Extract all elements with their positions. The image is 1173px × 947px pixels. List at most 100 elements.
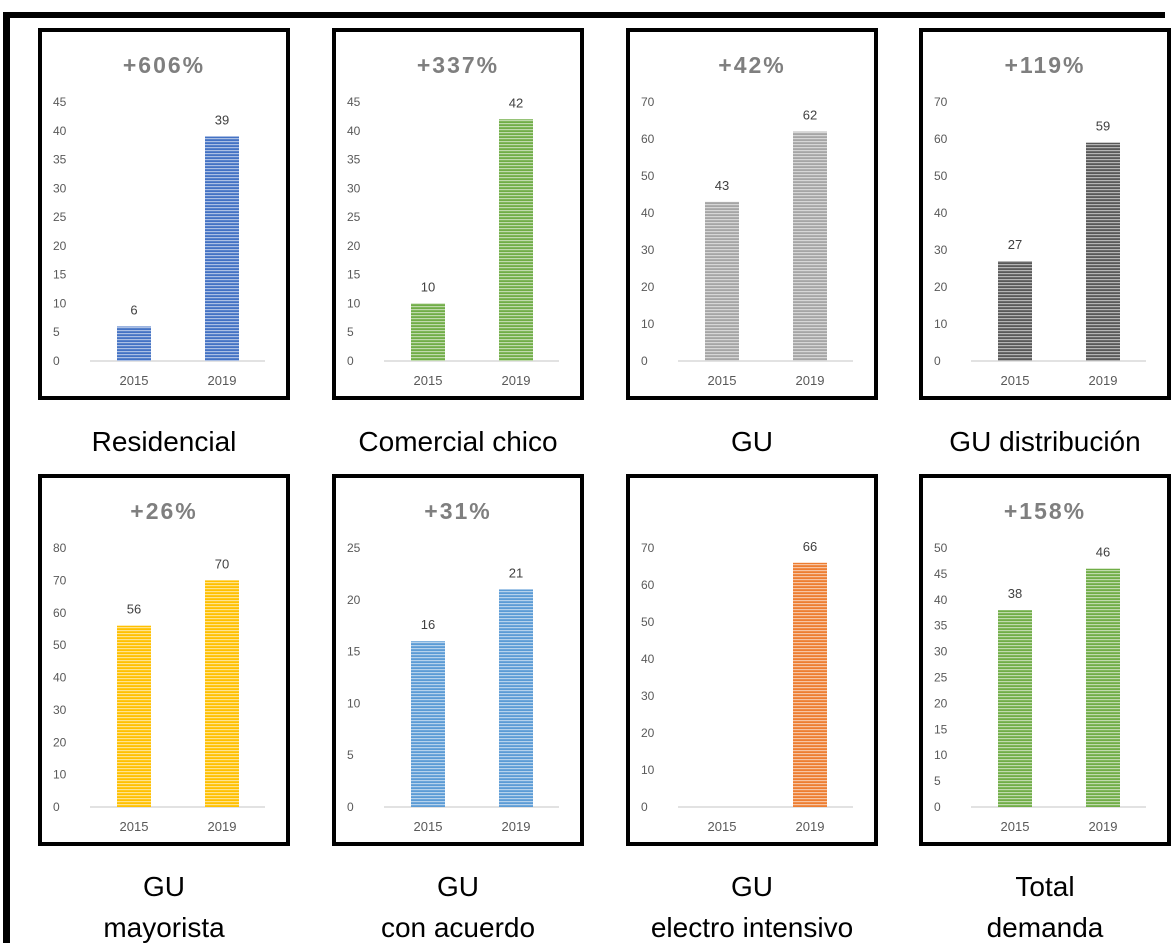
y-tick-label: 10 xyxy=(934,748,948,762)
y-tick-label: 15 xyxy=(347,268,361,282)
y-tick-label: 0 xyxy=(53,354,60,368)
data-label: 21 xyxy=(509,565,523,580)
chart-title: +42% xyxy=(718,52,785,78)
y-tick-label: 40 xyxy=(53,671,67,685)
y-tick-label: 60 xyxy=(53,606,67,620)
y-tick-label: 20 xyxy=(53,239,67,253)
chart-panel-5: +26% 0 10 20 30 40 50 60 70 80 2015 56 2019 70 GU mayor… xyxy=(38,474,290,943)
y-tick-label: 20 xyxy=(641,726,655,740)
y-tick-label: 45 xyxy=(934,567,948,581)
chart-panel-7: 0 10 20 30 40 50 60 70 2015 2019 66 GU electro inten… xyxy=(626,474,878,943)
panel-caption: electro intensivo xyxy=(651,912,853,943)
x-tick-label: 2015 xyxy=(414,373,443,388)
y-tick-label: 0 xyxy=(934,800,941,814)
y-tick-label: 35 xyxy=(347,153,361,167)
bar-texture xyxy=(793,131,827,361)
x-tick-label: 2015 xyxy=(708,819,737,834)
data-label: 6 xyxy=(130,302,137,317)
x-tick-label: 2015 xyxy=(120,373,149,388)
y-tick-label: 50 xyxy=(641,615,655,629)
y-tick-label: 15 xyxy=(53,268,67,282)
bar-texture xyxy=(998,610,1032,807)
y-tick-label: 45 xyxy=(347,95,361,109)
data-label: 62 xyxy=(803,108,817,123)
y-tick-label: 25 xyxy=(53,210,67,224)
data-label: 42 xyxy=(509,95,523,110)
x-tick-label: 2019 xyxy=(796,819,825,834)
y-tick-label: 70 xyxy=(53,573,67,587)
y-tick-label: 80 xyxy=(53,541,67,555)
y-tick-label: 30 xyxy=(934,645,948,659)
y-tick-label: 35 xyxy=(53,153,67,167)
chart-panel-2: +337% 0 5 10 15 20 25 30 35 40 45 2015 10 2019 42 Comer… xyxy=(332,28,584,457)
chart-panel-6: +31% 0 5 10 15 20 25 2015 16 2019 21 GU con acuerdo xyxy=(332,474,584,943)
data-label: 10 xyxy=(421,279,435,294)
y-tick-label: 25 xyxy=(347,541,361,555)
chart-panel-8: +158% 0 5 10 15 20 25 30 35 40 45 50 2015 38 2019 46 Tot… xyxy=(919,474,1171,943)
x-tick-label: 2019 xyxy=(1089,373,1118,388)
data-label: 66 xyxy=(803,539,817,554)
y-tick-label: 10 xyxy=(934,317,948,331)
data-label: 56 xyxy=(127,602,141,617)
data-label: 38 xyxy=(1008,586,1022,601)
y-tick-label: 20 xyxy=(641,280,655,294)
panel-caption: Total xyxy=(1015,871,1074,902)
x-tick-label: 2019 xyxy=(502,373,531,388)
panel-caption: GU xyxy=(731,426,773,457)
chart-border xyxy=(332,28,584,400)
data-label: 39 xyxy=(215,113,229,128)
bar-texture xyxy=(1086,568,1120,807)
panel-caption: Comercial chico xyxy=(358,426,557,457)
x-tick-label: 2019 xyxy=(796,373,825,388)
y-tick-label: 40 xyxy=(53,124,67,138)
y-tick-label: 30 xyxy=(347,181,361,195)
panel-caption: GU distribución xyxy=(949,426,1140,457)
y-tick-label: 30 xyxy=(641,689,655,703)
chart-border xyxy=(38,28,290,400)
y-tick-label: 5 xyxy=(53,325,60,339)
y-tick-label: 60 xyxy=(934,132,948,146)
y-tick-label: 25 xyxy=(347,210,361,224)
data-label: 70 xyxy=(215,556,229,571)
chart-title: +119% xyxy=(1005,52,1086,78)
y-tick-label: 15 xyxy=(934,722,948,736)
y-tick-label: 20 xyxy=(934,696,948,710)
bar-texture xyxy=(499,119,533,362)
data-label: 16 xyxy=(421,617,435,632)
y-tick-label: 0 xyxy=(934,354,941,368)
y-tick-label: 0 xyxy=(347,354,354,368)
y-tick-label: 70 xyxy=(641,541,655,555)
y-tick-label: 70 xyxy=(641,95,655,109)
y-tick-label: 25 xyxy=(934,671,948,685)
y-tick-label: 30 xyxy=(641,243,655,257)
chart-border xyxy=(38,474,290,846)
chart-panel-3: +42% 0 10 20 30 40 50 60 70 2015 43 2019 62 GU xyxy=(626,28,878,457)
y-tick-label: 35 xyxy=(934,619,948,633)
chart-title: +158% xyxy=(1004,498,1086,524)
chart-border xyxy=(919,28,1171,400)
y-tick-label: 50 xyxy=(53,638,67,652)
panel-caption: GU xyxy=(437,871,479,902)
data-label: 46 xyxy=(1096,545,1110,560)
bar-texture xyxy=(205,136,239,361)
chart-title: +606% xyxy=(123,52,205,78)
chart-title: +26% xyxy=(130,498,197,524)
chart-border xyxy=(332,474,584,846)
bar-texture xyxy=(793,562,827,807)
y-tick-label: 30 xyxy=(934,243,948,257)
y-tick-label: 10 xyxy=(347,296,361,310)
y-tick-label: 40 xyxy=(347,124,361,138)
bar-texture xyxy=(1086,142,1120,361)
panel-caption: con acuerdo xyxy=(381,912,535,943)
y-tick-label: 20 xyxy=(347,239,361,253)
y-tick-label: 40 xyxy=(641,206,655,220)
y-tick-label: 0 xyxy=(641,800,648,814)
x-tick-label: 2019 xyxy=(502,819,531,834)
data-label: 59 xyxy=(1096,119,1110,134)
y-tick-label: 20 xyxy=(347,593,361,607)
bar-texture xyxy=(411,641,445,807)
y-tick-label: 0 xyxy=(641,354,648,368)
y-tick-label: 60 xyxy=(641,132,655,146)
x-tick-label: 2015 xyxy=(120,819,149,834)
